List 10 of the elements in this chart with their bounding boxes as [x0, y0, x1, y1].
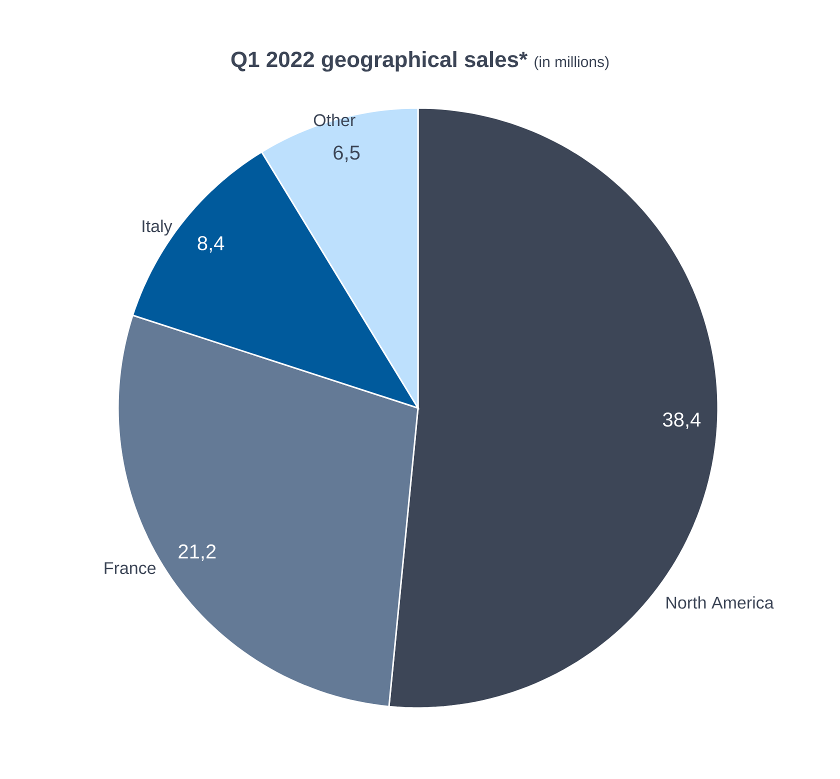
- chart-subtitle: (in millions): [534, 56, 609, 70]
- chart-title: Q1 2022 geographical sales*: [231, 51, 528, 72]
- data-label: 21,2: [178, 544, 216, 561]
- data-label: 6,5: [334, 146, 360, 162]
- slice-label: France: [104, 562, 156, 574]
- slice-label: Italy: [142, 220, 172, 236]
- slice-label: Other: [314, 114, 356, 126]
- slice-label: North America: [666, 596, 774, 609]
- data-label: 38,4: [662, 412, 701, 430]
- data-label: 8,4: [198, 236, 224, 253]
